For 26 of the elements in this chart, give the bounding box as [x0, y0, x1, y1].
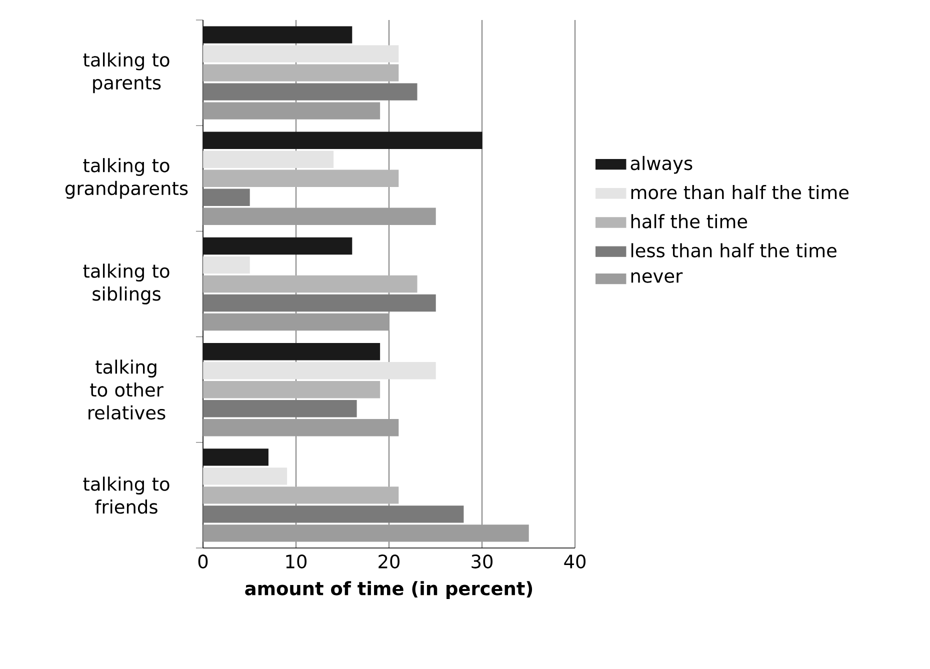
legend-label: never	[631, 272, 683, 283]
y-tick-label: talking to friends	[83, 476, 170, 514]
x-tick-label: 20	[378, 554, 400, 568]
bar	[203, 381, 380, 398]
legend-label: always	[630, 156, 692, 174]
x-tick-label: 0	[198, 554, 208, 568]
bar	[203, 64, 399, 82]
legend-label: half the time	[631, 214, 748, 228]
y-tick-label: talking to siblings	[83, 264, 170, 304]
y-tick-label: talking to grandparents	[65, 158, 188, 199]
x-tick-label: 40	[564, 554, 586, 568]
bar	[203, 486, 399, 504]
legend-label: less than half the time	[631, 243, 836, 258]
y-tick-label: talking to other relatives	[88, 360, 166, 420]
legend-label: more than half the time	[631, 185, 849, 200]
x-tick-label: 30	[472, 554, 493, 568]
bar	[203, 83, 418, 100]
bar	[203, 275, 418, 293]
bar	[203, 170, 399, 188]
bar	[203, 400, 357, 418]
x-axis-title: amount of time (in percent)	[245, 581, 532, 599]
x-tick-label: 10	[286, 554, 307, 568]
bar	[203, 506, 464, 523]
y-tick-label: talking to parents	[83, 52, 170, 94]
bar	[203, 294, 436, 312]
bar	[203, 188, 250, 206]
